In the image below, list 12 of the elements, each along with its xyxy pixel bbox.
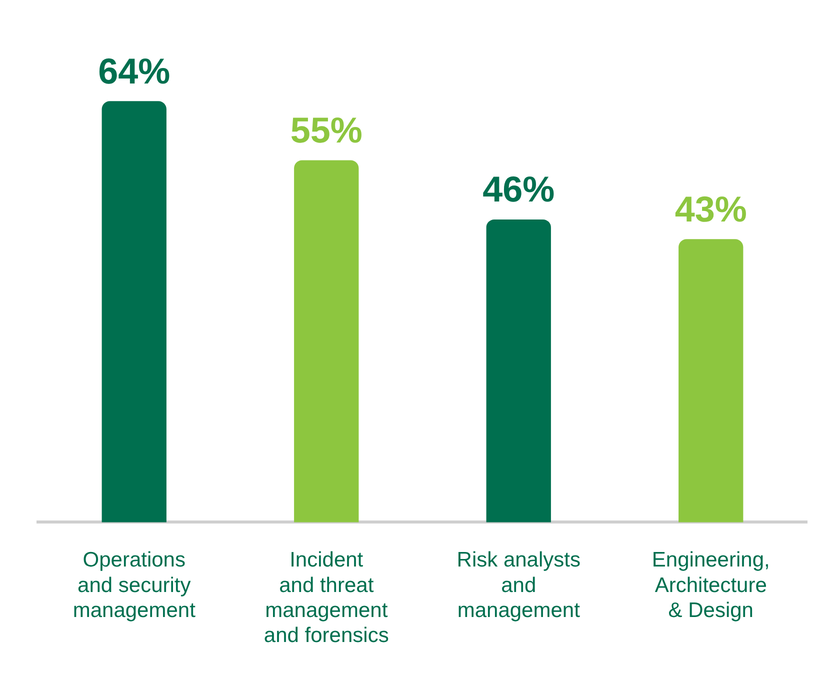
bar: [102, 101, 166, 522]
data-label: 55%: [290, 110, 362, 151]
data-label: 46%: [482, 168, 555, 210]
x-tick-label: Operations and security management: [72, 548, 196, 622]
data-label: 43%: [674, 188, 747, 230]
x-tick-label: Incident and threat management and forensics: [264, 548, 389, 648]
x-tick-label: Risk analysts and management: [456, 548, 580, 622]
bar: [678, 239, 744, 522]
data-label: 64%: [98, 50, 170, 92]
bar: [486, 219, 551, 522]
x-tick-label: Engineering, Architecture & Design: [652, 548, 770, 622]
bar: [294, 160, 359, 522]
